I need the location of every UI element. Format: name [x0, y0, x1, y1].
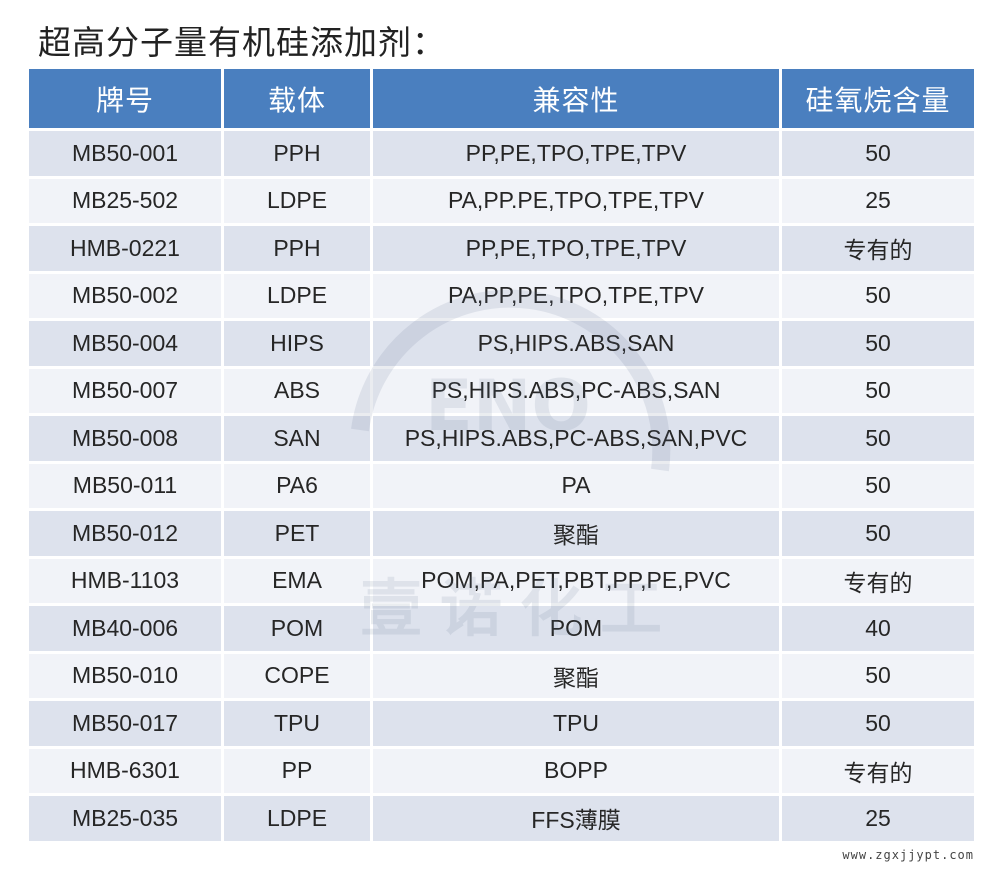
cell-compatibility: PP,PE,TPO,TPE,TPV — [373, 226, 779, 271]
cell-siloxane-content: 50 — [782, 701, 974, 746]
cell-compatibility: PS,HIPS.ABS,SAN — [373, 321, 779, 366]
cell-siloxane-content: 专有的 — [782, 226, 974, 271]
cell-carrier: HIPS — [224, 321, 370, 366]
cell-grade: HMB-0221 — [29, 226, 221, 271]
cell-compatibility: 聚酯 — [373, 653, 779, 698]
cell-grade: MB50-012 — [29, 511, 221, 556]
table-row: MB50-008 SAN PS,HIPS.ABS,PC-ABS,SAN,PVC 50 — [29, 416, 974, 461]
cell-siloxane-content: 专有的 — [782, 558, 974, 603]
cell-siloxane-content: 40 — [782, 606, 974, 651]
cell-siloxane-content: 专有的 — [782, 748, 974, 793]
cell-grade: MB50-004 — [29, 321, 221, 366]
header-grade: 牌号 — [29, 69, 221, 128]
cell-compatibility: PP,PE,TPO,TPE,TPV — [373, 131, 779, 176]
page-title: 超高分子量有机硅添加剂： — [38, 23, 446, 62]
cell-grade: MB40-006 — [29, 606, 221, 651]
cell-compatibility: TPU — [373, 701, 779, 746]
cell-grade: MB50-010 — [29, 653, 221, 698]
table-row: MB50-007 ABS PS,HIPS.ABS,PC-ABS,SAN 50 — [29, 368, 974, 413]
cell-grade: HMB-1103 — [29, 558, 221, 603]
cell-siloxane-content: 50 — [782, 321, 974, 366]
cell-carrier: PA6 — [224, 463, 370, 508]
cell-carrier: LDPE — [224, 273, 370, 318]
cell-carrier: EMA — [224, 558, 370, 603]
table-row: MB50-002 LDPE PA,PP,PE,TPO,TPE,TPV 50 — [29, 273, 974, 318]
cell-carrier: TPU — [224, 701, 370, 746]
cell-carrier: PPH — [224, 226, 370, 271]
cell-grade: MB25-035 — [29, 796, 221, 841]
table-row: HMB-6301 PP BOPP 专有的 — [29, 748, 974, 793]
table-row: MB50-017 TPU TPU 50 — [29, 701, 974, 746]
cell-siloxane-content: 50 — [782, 131, 974, 176]
table-row: MB40-006 POM POM 40 — [29, 606, 974, 651]
cell-grade: MB50-011 — [29, 463, 221, 508]
cell-siloxane-content: 25 — [782, 796, 974, 841]
cell-carrier: POM — [224, 606, 370, 651]
cell-grade: MB50-002 — [29, 273, 221, 318]
cell-siloxane-content: 50 — [782, 653, 974, 698]
cell-siloxane-content: 25 — [782, 178, 974, 223]
cell-grade: HMB-6301 — [29, 748, 221, 793]
table-row: MB50-004 HIPS PS,HIPS.ABS,SAN 50 — [29, 321, 974, 366]
cell-siloxane-content: 50 — [782, 511, 974, 556]
table-header-row: 牌号 载体 兼容性 硅氧烷含量 — [29, 69, 974, 128]
cell-siloxane-content: 50 — [782, 416, 974, 461]
cell-siloxane-content: 50 — [782, 463, 974, 508]
table-row: HMB-0221 PPH PP,PE,TPO,TPE,TPV 专有的 — [29, 226, 974, 271]
cell-compatibility: PA — [373, 463, 779, 508]
header-compatibility: 兼容性 — [373, 69, 779, 128]
cell-compatibility: POM,PA,PET,PBT,PP,PE,PVC — [373, 558, 779, 603]
cell-compatibility: BOPP — [373, 748, 779, 793]
table-row: MB50-001 PPH PP,PE,TPO,TPE,TPV 50 — [29, 131, 974, 176]
cell-siloxane-content: 50 — [782, 273, 974, 318]
cell-carrier: LDPE — [224, 178, 370, 223]
table-row: MB50-011 PA6 PA 50 — [29, 463, 974, 508]
cell-compatibility: PA,PP.PE,TPO,TPE,TPV — [373, 178, 779, 223]
cell-grade: MB50-017 — [29, 701, 221, 746]
table-row: MB25-502 LDPE PA,PP.PE,TPO,TPE,TPV 25 — [29, 178, 974, 223]
site-watermark-label: www.zgxjjypt.com — [842, 848, 974, 862]
cell-carrier: PP — [224, 748, 370, 793]
cell-grade: MB25-502 — [29, 178, 221, 223]
table-row: MB50-012 PET 聚酯 50 — [29, 511, 974, 556]
cell-grade: MB50-007 — [29, 368, 221, 413]
cell-grade: MB50-008 — [29, 416, 221, 461]
cell-carrier: PET — [224, 511, 370, 556]
cell-carrier: ABS — [224, 368, 370, 413]
cell-carrier: PPH — [224, 131, 370, 176]
cell-compatibility: PA,PP,PE,TPO,TPE,TPV — [373, 273, 779, 318]
cell-carrier: COPE — [224, 653, 370, 698]
table-row: MB25-035 LDPE FFS薄膜 25 — [29, 796, 974, 841]
cell-carrier: LDPE — [224, 796, 370, 841]
product-table: 牌号 载体 兼容性 硅氧烷含量 MB50-001 PPH PP,PE,TPO,TPE… — [26, 66, 977, 844]
cell-siloxane-content: 50 — [782, 368, 974, 413]
cell-compatibility: PS,HIPS.ABS,PC-ABS,SAN — [373, 368, 779, 413]
header-carrier: 载体 — [224, 69, 370, 128]
cell-compatibility: FFS薄膜 — [373, 796, 779, 841]
header-siloxane-content: 硅氧烷含量 — [782, 69, 974, 128]
cell-grade: MB50-001 — [29, 131, 221, 176]
cell-compatibility: 聚酯 — [373, 511, 779, 556]
cell-carrier: SAN — [224, 416, 370, 461]
cell-compatibility: PS,HIPS.ABS,PC-ABS,SAN,PVC — [373, 416, 779, 461]
cell-compatibility: POM — [373, 606, 779, 651]
table-row: HMB-1103 EMA POM,PA,PET,PBT,PP,PE,PVC 专有的 — [29, 558, 974, 603]
table-row: MB50-010 COPE 聚酯 50 — [29, 653, 974, 698]
